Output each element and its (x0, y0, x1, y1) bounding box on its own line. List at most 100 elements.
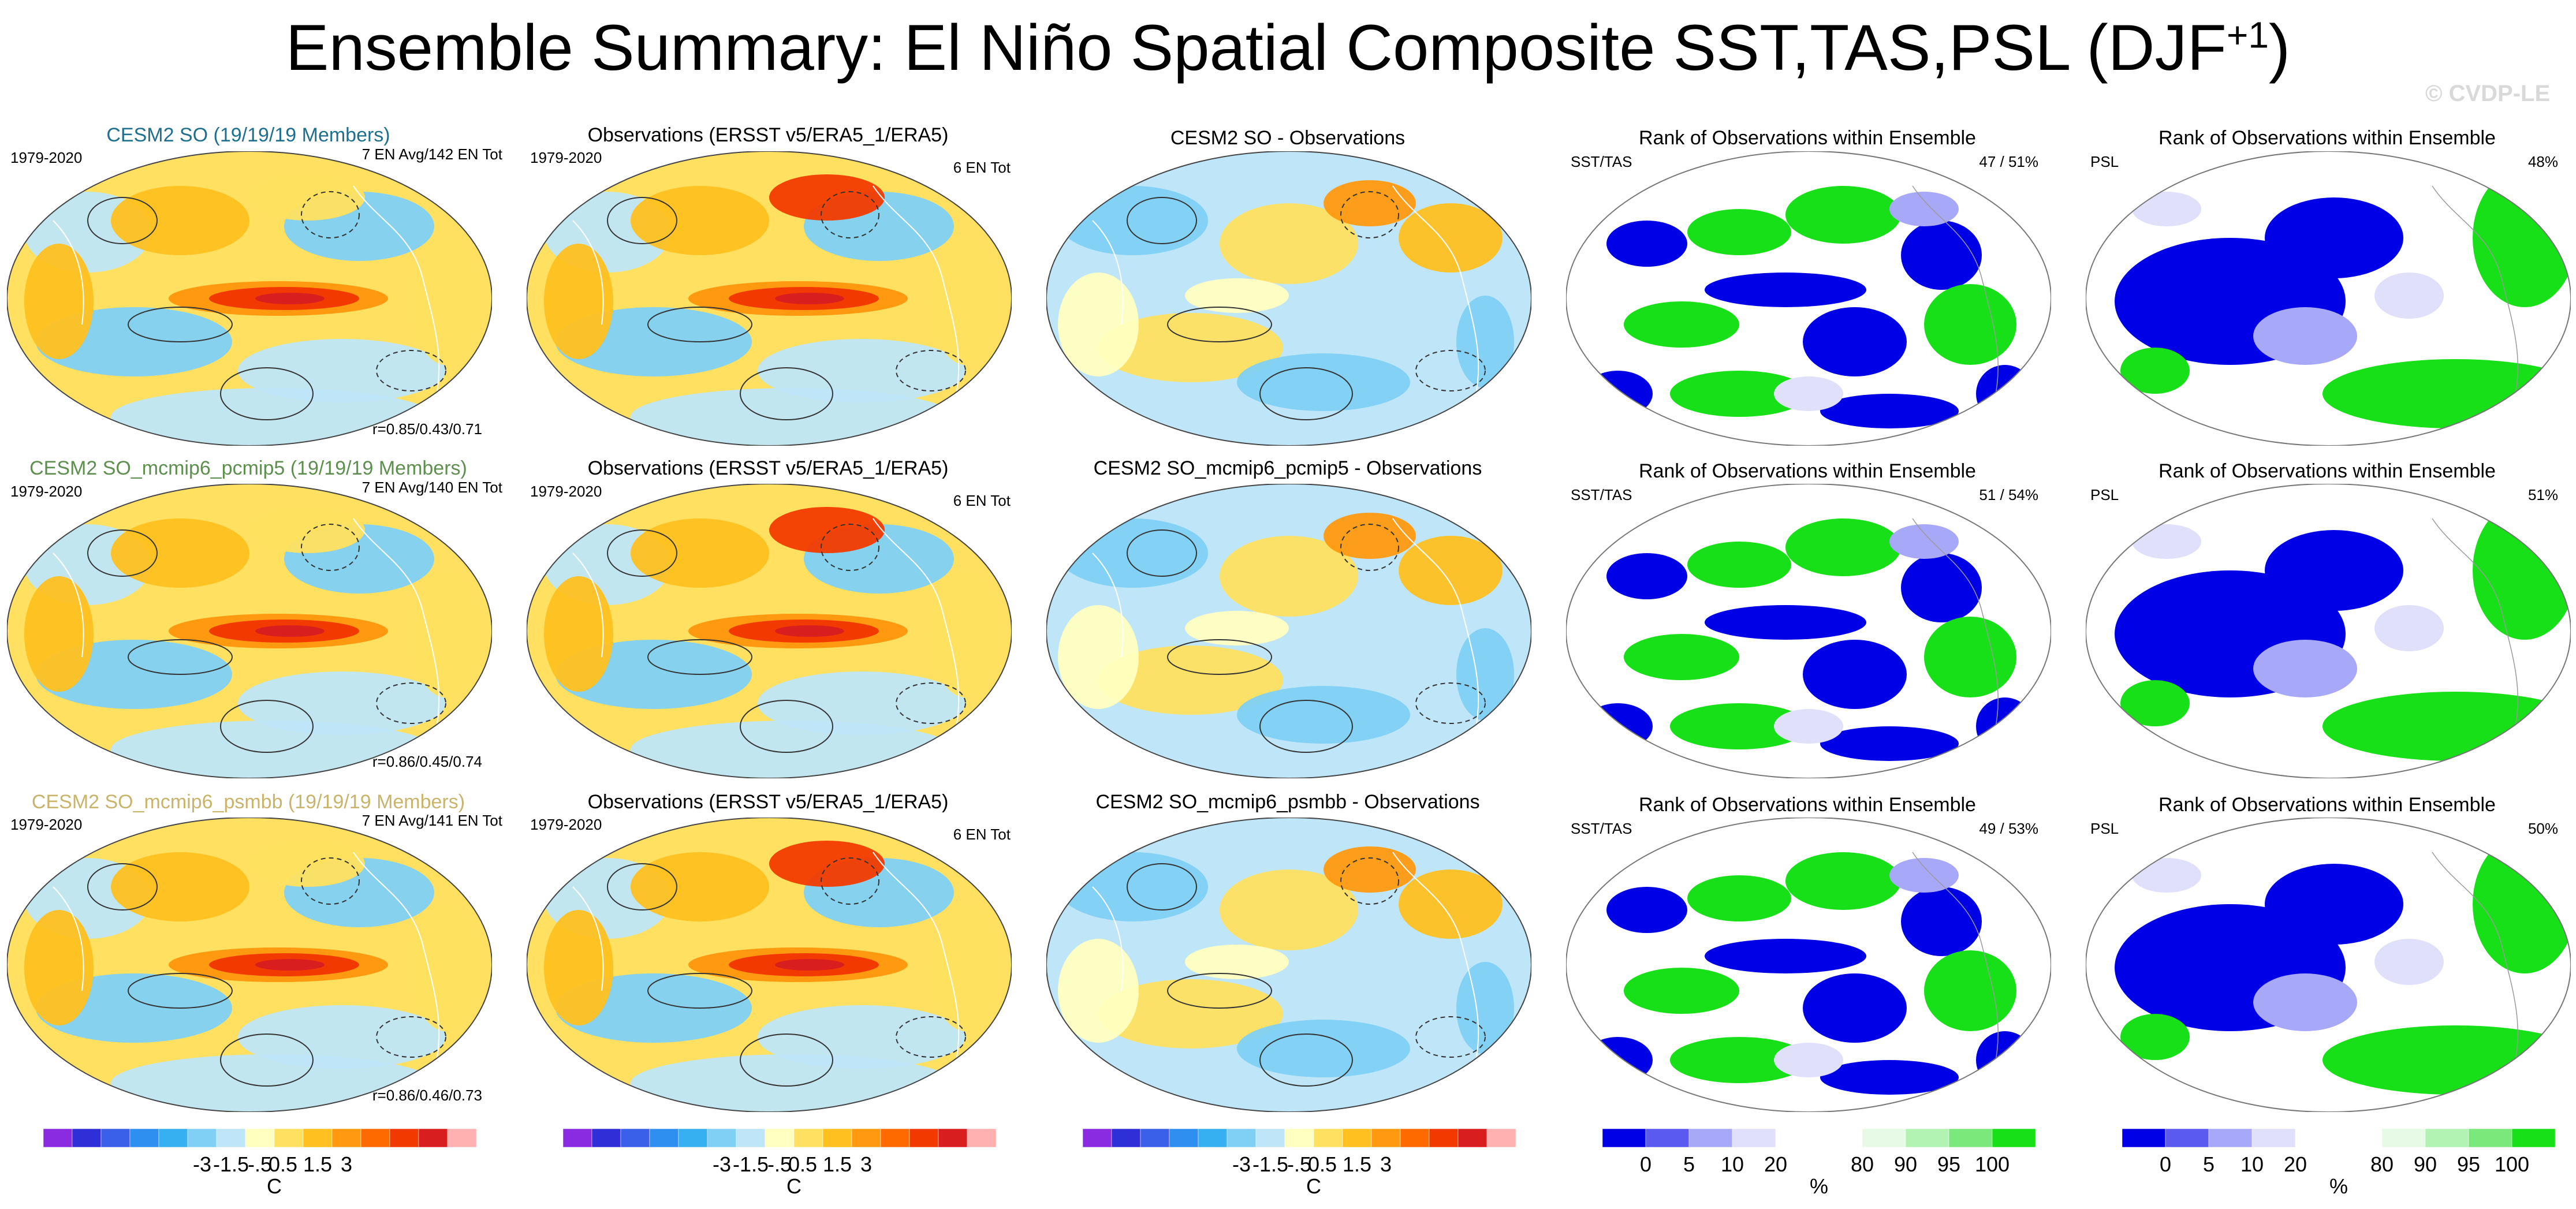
colorbar-swatch (2208, 1129, 2253, 1148)
colorbar-swatch (1111, 1129, 1141, 1148)
colorbar-tick-label: -.5 (1287, 1152, 1311, 1176)
colorbar-swatch (418, 1129, 448, 1148)
period-label: 1979-2020 (10, 483, 83, 500)
obs-tot-label: 6 EN Tot (953, 492, 1011, 509)
colorbar-swatch (245, 1129, 275, 1148)
colorbar-swatch (1862, 1129, 1906, 1148)
colorbar-tick-label: -3 (193, 1152, 211, 1176)
colorbar-tick-label: 0 (1308, 1152, 1319, 1176)
rank-pct-label: 51 / 54% (1979, 486, 2038, 503)
colorbar-tick-label: -1.5 (213, 1152, 249, 1176)
rank-sst-panel-title: Rank of Observations within Ensemble (1639, 127, 1976, 149)
colorbar-swatch (736, 1129, 766, 1148)
colorbar-swatch (2468, 1129, 2512, 1148)
colorbar-swatch (2295, 1129, 2339, 1148)
rank-colorbar: 0 5 10 20 80 90 95 100% (1602, 1129, 2036, 1198)
diff-map (1046, 151, 1531, 446)
obs-panel-title: Observations (ERSST v5/ERA5_1/ERA5) (587, 457, 949, 479)
colorbar-tick-label: 20 (1764, 1152, 1787, 1176)
colorbar-swatch (360, 1129, 390, 1148)
colorbar-swatch (1284, 1129, 1314, 1148)
colorbar-swatch (591, 1129, 621, 1148)
obs-panel-title: Observations (ERSST v5/ERA5_1/ERA5) (587, 791, 949, 813)
rank-psl-panel-title: Rank of Observations within Ensemble (2159, 460, 2496, 482)
colorbar-swatch (1371, 1129, 1401, 1148)
rank-pct-label: 51% (2527, 486, 2558, 503)
colorbar-tick-label: 100 (2495, 1152, 2529, 1176)
rank-sst-panel-title: Rank of Observations within Ensemble (1639, 460, 1976, 482)
colorbar-swatch (678, 1129, 708, 1148)
colorbar-tick-label: 10 (2241, 1152, 2264, 1176)
colorbar-tick-label: -3 (713, 1152, 731, 1176)
diff-panel-title: CESM2 SO_mcmip6_psmbb - Observations (1095, 791, 1480, 813)
model-panel-title: CESM2 SO_mcmip6_psmbb (19/19/19 Members) (31, 791, 465, 813)
diff-map (1046, 484, 1531, 778)
model-map (7, 151, 492, 446)
colorbar-tick-label: 0 (269, 1152, 280, 1176)
rank-pct-label: 50% (2527, 820, 2558, 837)
colorbar-tick-label: -.5 (767, 1152, 792, 1176)
colorbar-tick-label: .5 (280, 1152, 297, 1176)
model-avg-label: 7 EN Avg/141 EN Tot (361, 812, 502, 829)
colorbar-tick-label: -1.5 (733, 1152, 769, 1176)
obs-tot-label: 6 EN Tot (953, 159, 1011, 176)
colorbar-tick-label: 90 (1894, 1152, 1917, 1176)
figure-title: Ensemble Summary: El Niño Spatial Compos… (285, 12, 2291, 84)
colorbar-swatch (938, 1129, 968, 1148)
colorbar-tick-label: -.5 (248, 1152, 272, 1176)
colorbar-swatch (793, 1129, 823, 1148)
model-r-label: r=0.86/0.45/0.74 (372, 753, 482, 770)
colorbar-tick-label: 80 (1851, 1152, 1874, 1176)
model-r-label: r=0.86/0.46/0.73 (372, 1087, 482, 1104)
colorbar-tick-label: 3 (860, 1152, 872, 1176)
colorbar-swatch (1429, 1129, 1459, 1148)
colorbar-swatch (562, 1129, 592, 1148)
model-r-label: r=0.85/0.43/0.71 (372, 420, 482, 438)
model-avg-label: 7 EN Avg/142 EN Tot (361, 145, 502, 163)
rank-pct-label: 49 / 53% (1979, 820, 2038, 837)
colorbar-swatch (72, 1129, 102, 1148)
colorbar-tick-label: -1.5 (1252, 1152, 1288, 1176)
colorbar-unit-label: C (1306, 1174, 1321, 1198)
colorbar-swatch (1457, 1129, 1488, 1148)
colorbar-swatch (1948, 1129, 1993, 1148)
colorbar-unit-label: % (2329, 1174, 2348, 1198)
colorbar-tick-label: .5 (800, 1152, 817, 1176)
rank-var-label: PSL (2090, 153, 2119, 170)
model-map (7, 484, 492, 778)
obs-panel-title: Observations (ERSST v5/ERA5_1/ERA5) (587, 124, 949, 146)
colorbar-swatch (909, 1129, 939, 1148)
rank-var-label: PSL (2090, 820, 2119, 837)
obs-map (527, 818, 1012, 1112)
model-map (7, 818, 492, 1112)
colorbar-tick-label: -3 (1232, 1152, 1251, 1176)
period-label: 1979-2020 (10, 149, 83, 166)
colorbar-swatch (43, 1129, 73, 1148)
colorbar-tick-label: 95 (2457, 1152, 2480, 1176)
colorbar-tick-label: 0 (788, 1152, 800, 1176)
period-label: 1979-2020 (10, 816, 83, 833)
rank-var-label: SST/TAS (1571, 486, 1632, 503)
period-label: 1979-2020 (530, 483, 602, 500)
colorbar-tick-label: 20 (2284, 1152, 2307, 1176)
obs-map (527, 151, 1012, 446)
colorbar-tick-label: 0 (1640, 1152, 1652, 1176)
colorbar-swatch (1732, 1129, 1776, 1148)
temperature-colorbar: -3 -1.5-.50.5 1.5 3 C (43, 1129, 477, 1198)
colorbar-swatch (1400, 1129, 1430, 1148)
colorbar-swatch (1688, 1129, 1733, 1148)
colorbar-swatch (216, 1129, 246, 1148)
colorbar-swatch (822, 1129, 852, 1148)
diff-panel-title: CESM2 SO_mcmip6_pcmip5 - Observations (1093, 457, 1482, 479)
period-label: 1979-2020 (530, 816, 602, 833)
colorbar-tick-label: 3 (341, 1152, 352, 1176)
colorbar-tick-label: 5 (2203, 1152, 2215, 1176)
colorbar-swatch (2165, 1129, 2209, 1148)
colorbar-swatch (389, 1129, 419, 1148)
colorbar-unit-label: C (786, 1174, 801, 1198)
colorbar-swatch (1486, 1129, 1516, 1148)
colorbar-swatch (620, 1129, 650, 1148)
rank-var-label: PSL (2090, 486, 2119, 503)
colorbar-tick-label: 90 (2414, 1152, 2437, 1176)
colorbar-tick-label: 95 (1937, 1152, 1960, 1176)
